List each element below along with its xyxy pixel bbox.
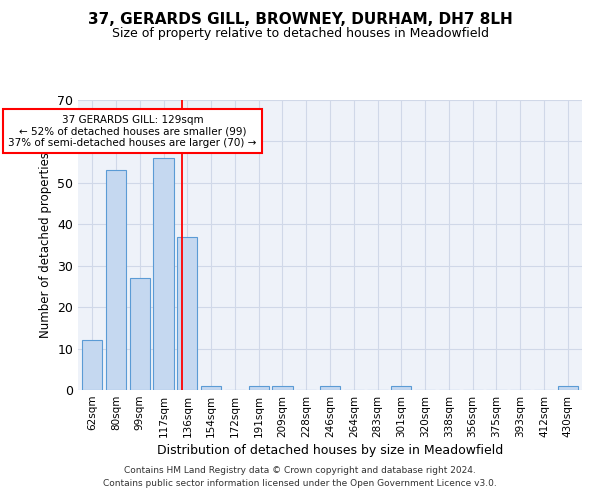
- Bar: [391, 386, 412, 390]
- Text: Contains HM Land Registry data © Crown copyright and database right 2024.
Contai: Contains HM Land Registry data © Crown c…: [103, 466, 497, 487]
- Bar: [272, 386, 293, 390]
- Bar: [201, 386, 221, 390]
- Bar: [130, 278, 150, 390]
- Text: 37 GERARDS GILL: 129sqm
← 52% of detached houses are smaller (99)
37% of semi-de: 37 GERARDS GILL: 129sqm ← 52% of detache…: [8, 114, 257, 148]
- Bar: [154, 158, 173, 390]
- Y-axis label: Number of detached properties: Number of detached properties: [38, 152, 52, 338]
- Text: Size of property relative to detached houses in Meadowfield: Size of property relative to detached ho…: [112, 28, 488, 40]
- Bar: [177, 236, 197, 390]
- Bar: [248, 386, 269, 390]
- Bar: [557, 386, 578, 390]
- Text: 37, GERARDS GILL, BROWNEY, DURHAM, DH7 8LH: 37, GERARDS GILL, BROWNEY, DURHAM, DH7 8…: [88, 12, 512, 28]
- X-axis label: Distribution of detached houses by size in Meadowfield: Distribution of detached houses by size …: [157, 444, 503, 457]
- Bar: [106, 170, 126, 390]
- Bar: [320, 386, 340, 390]
- Bar: [82, 340, 103, 390]
